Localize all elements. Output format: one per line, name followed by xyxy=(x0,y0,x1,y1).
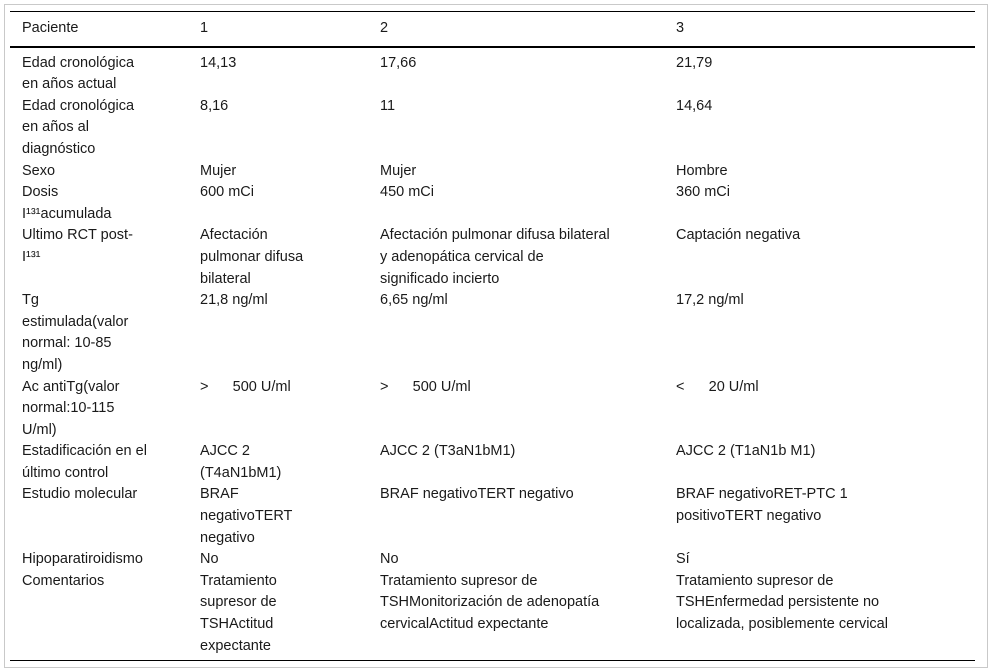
cell-patient-3: Hombre xyxy=(676,162,728,179)
cell-patient-2: Mujer xyxy=(380,162,417,179)
table-row-ultimo-rct: Ultimo RCT post- I¹³¹ Afectación pulmona… xyxy=(10,225,975,290)
cell-patient-2: BRAF negativoTERT negativo xyxy=(380,486,574,503)
row-label: Sexo xyxy=(22,162,56,179)
row-label: Tg estimulada(valor normal: 10-85 ng/ml) xyxy=(22,292,129,373)
cell-patient-1: > 500 U/ml xyxy=(200,378,291,395)
cell-patient-2: Afectación pulmonar difusa bilateral y a… xyxy=(380,227,610,287)
row-label: Edad cronológica en años al diagnóstico xyxy=(22,97,135,157)
figure-frame: Paciente 1 2 3 Edad cronológica en años … xyxy=(4,4,988,668)
col-header-patient-1: 1 xyxy=(200,20,209,36)
cell-patient-3: AJCC 2 (T1aN1b M1) xyxy=(676,443,816,460)
col-header-patient-3: 3 xyxy=(676,20,685,36)
row-label: Estadificación en el último control xyxy=(22,443,147,481)
cell-patient-3: 17,2 ng/ml xyxy=(676,292,744,309)
cell-patient-2: No xyxy=(380,551,399,568)
row-label: Ac antiTg(valor normal:10-115 U/ml) xyxy=(22,378,120,438)
cell-patient-1: BRAF negativoTERT negativo xyxy=(200,486,293,546)
table-row-edad-actual: Edad cronológica en años actual 14,13 17… xyxy=(10,47,975,96)
cell-patient-2: Tratamiento supresor de TSHMonitorizació… xyxy=(380,572,600,633)
cell-patient-2: 11 xyxy=(380,97,396,114)
cell-patient-3: 21,79 xyxy=(676,54,713,71)
cell-patient-1: 21,8 ng/ml xyxy=(200,292,268,309)
row-label: Edad cronológica en años actual xyxy=(22,54,135,93)
table-row-sexo: Sexo Mujer Mujer Hombre xyxy=(10,161,975,183)
table-row-estadificacion: Estadificación en el último control AJCC… xyxy=(10,441,975,484)
header-row: Paciente 1 2 3 xyxy=(10,11,975,47)
cell-patient-3: BRAF negativoRET-PTC 1 positivoTERT nega… xyxy=(676,486,848,525)
cell-patient-1: No xyxy=(200,551,219,568)
row-label: Ultimo RCT post- I¹³¹ xyxy=(22,227,133,265)
patient-table: Paciente 1 2 3 Edad cronológica en años … xyxy=(10,11,975,661)
col-header-patient-2: 2 xyxy=(380,20,389,36)
row-label: Estudio molecular xyxy=(22,486,138,503)
cell-patient-2: AJCC 2 (T3aN1bM1) xyxy=(380,443,516,460)
row-label: Hipoparatiroidismo xyxy=(22,551,143,568)
cell-patient-1: Mujer xyxy=(200,162,237,179)
table-row-tg-estimulada: Tg estimulada(valor normal: 10-85 ng/ml)… xyxy=(10,290,975,376)
cell-patient-2: 17,66 xyxy=(380,54,417,71)
cell-patient-1: Afectación pulmonar difusa bilateral xyxy=(200,227,304,287)
cell-patient-1: 600 mCi xyxy=(200,184,254,201)
cell-patient-1: 14,13 xyxy=(200,54,237,71)
table-row-comentarios: Comentarios Tratamiento supresor de TSHA… xyxy=(10,571,975,661)
row-label: Comentarios xyxy=(22,572,105,589)
row-label: Dosis I¹³¹acumulada xyxy=(22,184,112,222)
col-header-paciente: Paciente xyxy=(22,20,79,36)
cell-patient-3: < 20 U/ml xyxy=(676,378,759,395)
table-row-estudio-molecular: Estudio molecular BRAF negativoTERT nega… xyxy=(10,484,975,549)
cell-patient-3: Sí xyxy=(676,551,690,568)
cell-patient-1: 8,16 xyxy=(200,97,229,114)
cell-patient-2: 450 mCi xyxy=(380,184,434,201)
cell-patient-2: 6,65 ng/ml xyxy=(380,292,448,309)
table-row-ac-antitg: Ac antiTg(valor normal:10-115 U/ml) > 50… xyxy=(10,377,975,442)
cell-patient-3: Tratamiento supresor de TSHEnfermedad pe… xyxy=(676,572,888,633)
cell-patient-3: Captación negativa xyxy=(676,227,801,244)
table-row-edad-diagnostico: Edad cronológica en años al diagnóstico … xyxy=(10,96,975,161)
cell-patient-1: Tratamiento supresor de TSHActitud expec… xyxy=(200,572,277,654)
table-row-dosis: Dosis I¹³¹acumulada 600 mCi 450 mCi 360 … xyxy=(10,182,975,225)
cell-patient-3: 360 mCi xyxy=(676,184,730,201)
cell-patient-3: 14,64 xyxy=(676,97,713,114)
cell-patient-2: > 500 U/ml xyxy=(380,378,471,395)
cell-patient-1: AJCC 2 (T4aN1bM1) xyxy=(200,443,282,481)
table-row-hipoparatiroidismo: Hipoparatiroidismo No No Sí xyxy=(10,549,975,571)
